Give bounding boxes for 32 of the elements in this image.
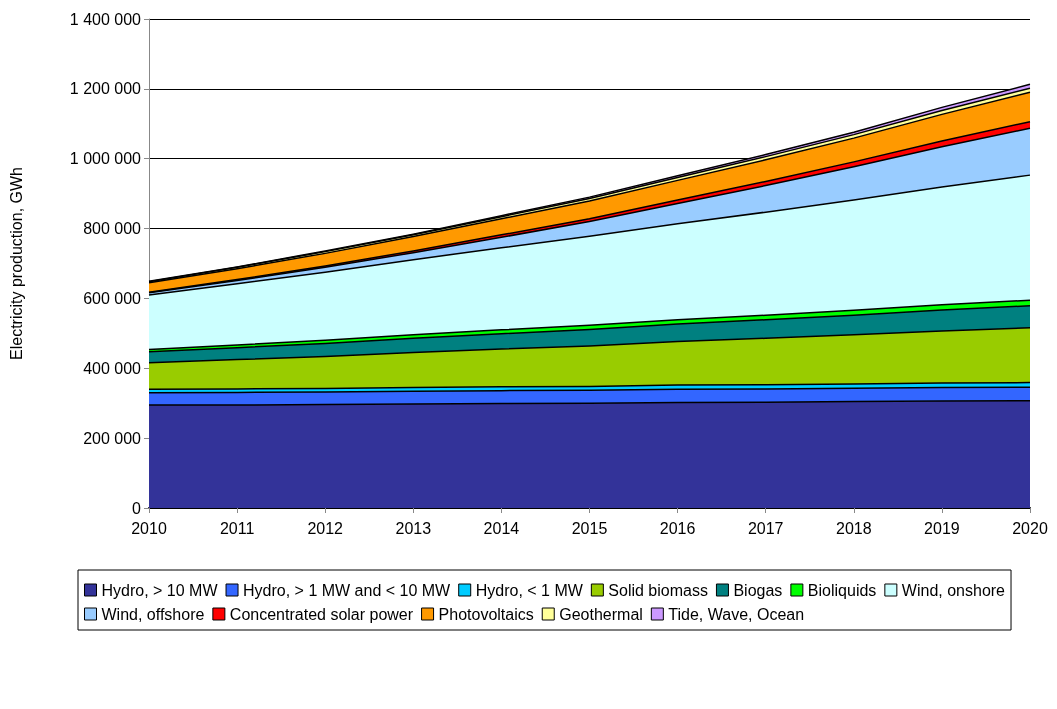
x-tick-label: 2011 <box>219 519 255 537</box>
y-tick-label: 200 000 <box>83 429 142 447</box>
y-axis-title: Electricity production, GWh <box>7 167 25 360</box>
legend-label: Photovoltaics <box>438 605 534 623</box>
x-tick-label: 2010 <box>131 519 167 537</box>
y-tick-label: 600 000 <box>83 289 142 307</box>
x-tick-label: 2013 <box>395 519 432 537</box>
y-tick-label: 1 000 000 <box>69 150 142 168</box>
x-tick-label: 2019 <box>924 519 960 537</box>
legend-label: Concentrated solar power <box>229 605 414 623</box>
x-tick-label: 2014 <box>483 519 520 537</box>
legend-label: Tide, Wave, Ocean <box>668 605 805 623</box>
legend-label: Hydro, > 1 MW and < 10 MW <box>243 581 452 599</box>
x-tick-label: 2016 <box>659 519 696 537</box>
y-tick-label: 1 400 000 <box>69 10 142 28</box>
y-tick-label: 0 <box>132 499 142 517</box>
x-tick-label: 2017 <box>747 519 784 537</box>
legend-label: Wind, offshore <box>101 605 205 623</box>
legend-label: Bioliquids <box>807 581 877 599</box>
y-tick-label: 400 000 <box>83 359 142 377</box>
x-tick-label: 2015 <box>571 519 608 537</box>
y-tick-label: 800 000 <box>83 220 142 238</box>
x-tick-label: 2018 <box>836 519 872 537</box>
legend-label: Wind, onshore <box>901 581 1006 599</box>
y-tick-label: 1 200 000 <box>69 80 142 98</box>
legend-label: Solid biomass <box>608 581 708 599</box>
legend-label: Hydro, > 10 MW <box>101 581 219 599</box>
legend-label: Hydro, < 1 MW <box>475 581 584 599</box>
x-tick-label: 2012 <box>307 519 344 537</box>
legend-label: Biogas <box>733 581 783 599</box>
legend-label: Geothermal <box>559 605 643 623</box>
x-tick-label: 2020 <box>1012 519 1048 537</box>
